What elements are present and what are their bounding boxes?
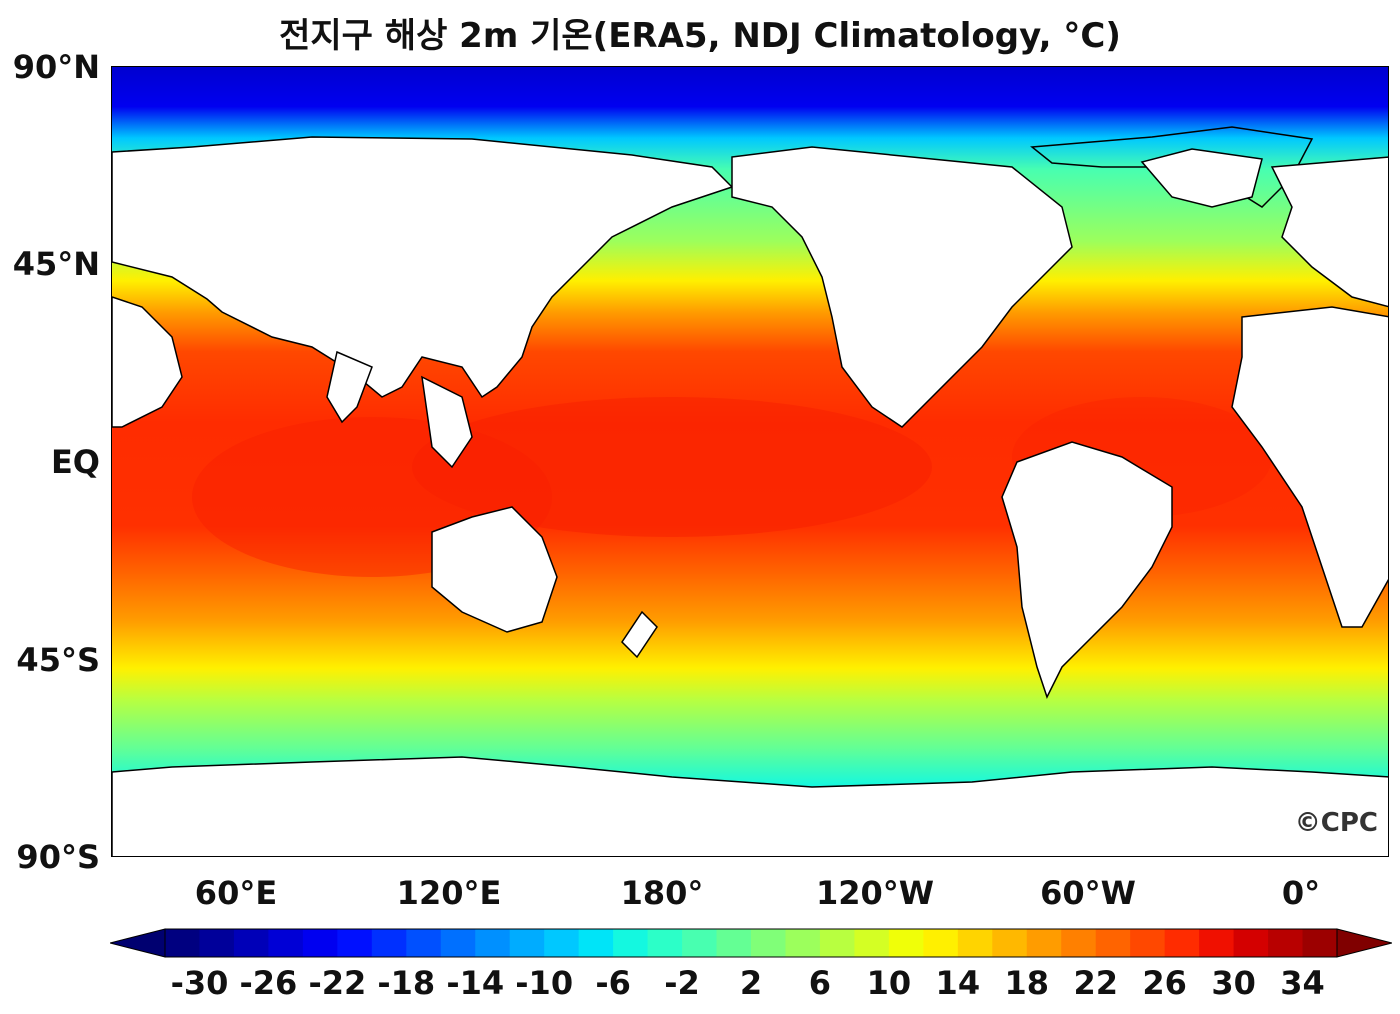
colorbar-tick-label: 6: [808, 964, 832, 1002]
colorbar-bin: [440, 929, 476, 957]
lat-label-90s: 90°S: [16, 838, 100, 876]
colorbar-tick-label: -26: [239, 964, 298, 1002]
colorbar-bin: [371, 929, 407, 957]
map-title: 전지구 해상 2m 기온(ERA5, NDJ Climatology, °C): [279, 16, 1121, 56]
colorbar-bin: [923, 929, 959, 957]
colorbar-tick-label: 10: [866, 964, 912, 1002]
colorbar-tick-label: -18: [377, 964, 436, 1002]
colorbar-tick-label: 34: [1280, 964, 1325, 1002]
land-south-america: [1001, 441, 1173, 699]
colorbar-extend-over: [1336, 928, 1392, 958]
colorbar-tick-label: -2: [664, 964, 700, 1002]
colorbar-tick-label: 30: [1211, 964, 1256, 1002]
colorbar-bin: [819, 929, 855, 957]
lon-label-60w: 60°W: [1040, 874, 1136, 912]
lat-label-45s: 45°S: [16, 641, 100, 679]
watermark: ©CPC: [1294, 808, 1378, 838]
colorbar-bin: [1199, 929, 1235, 957]
colorbar-bin: [957, 929, 993, 957]
land-greenland: [1140, 148, 1263, 208]
colorbar-bin: [1026, 929, 1062, 957]
lon-label-60e: 60°E: [194, 874, 278, 912]
colorbar-bin: [716, 929, 752, 957]
lon-label-0: 0°: [1281, 874, 1321, 912]
colorbar-bin: [854, 929, 890, 957]
colorbar-tick-label: -14: [446, 964, 505, 1002]
colorbar-bin: [1130, 929, 1166, 957]
colorbar: [110, 928, 1392, 958]
warm-pool: [412, 397, 932, 537]
colorbar-bin: [233, 929, 269, 957]
colorbar-tick-label: 2: [739, 964, 763, 1002]
colorbar-bin: [1095, 929, 1131, 957]
colorbar-bin: [751, 929, 786, 957]
colorbar-bin: [888, 929, 924, 957]
colorbar-bin: [337, 929, 373, 957]
colorbar-bin: [647, 929, 683, 957]
colorbar-tick-label: 26: [1142, 964, 1187, 1002]
temperature-map: [112, 67, 1388, 856]
land-eurasia: [112, 136, 734, 399]
land-india: [326, 350, 373, 424]
colorbar-bin: [544, 929, 580, 957]
colorbar-bin: [613, 929, 649, 957]
land-new-zealand: [621, 610, 658, 659]
lon-label-120e: 120°E: [396, 874, 502, 912]
colorbar-bin: [1233, 929, 1269, 957]
colorbar-tick-label: -10: [515, 964, 574, 1002]
colorbar-bin: [475, 929, 511, 957]
colorbar-bin: [509, 929, 545, 957]
colorbar-tick-label: 18: [1004, 964, 1050, 1002]
colorbar-tick-label: 14: [935, 964, 981, 1002]
colorbar-bin: [406, 929, 442, 957]
colorbar-extend-under: [110, 928, 166, 958]
land-north-america: [731, 146, 1073, 428]
colorbar-bin: [165, 929, 200, 957]
lat-label-eq: EQ: [50, 443, 100, 481]
colorbar-bin: [268, 929, 304, 957]
colorbar-bin: [682, 929, 718, 957]
colorbar-bin: [199, 929, 235, 957]
lon-label-180: 180°: [620, 874, 704, 912]
colorbar-bin: [1268, 929, 1304, 957]
colorbar-bin: [1061, 929, 1097, 957]
colorbar-bin: [578, 929, 614, 957]
land-africa: [1231, 306, 1388, 628]
colorbar-tick-label: -22: [308, 964, 367, 1002]
land-arctic-north-america: [1030, 126, 1314, 208]
colorbar-bin: [302, 929, 338, 957]
land-se-asia: [421, 375, 473, 469]
land-europe-west: [1270, 156, 1388, 308]
colorbar-bin: [992, 929, 1028, 957]
colorbar-tick-label: -6: [595, 964, 631, 1002]
land-antarctica: [112, 756, 1388, 856]
map-panel[interactable]: ©CPC: [111, 66, 1389, 857]
colorbar-frame: [164, 928, 1338, 958]
land-masses: [112, 126, 1388, 856]
land-australia: [431, 506, 558, 633]
lat-label-45n: 45°N: [12, 245, 100, 283]
colorbar-bin: [1302, 929, 1338, 957]
lon-label-120w: 120°W: [815, 874, 935, 912]
colorbar-tick-label: -30: [170, 964, 229, 1002]
land-arabia-africa: [112, 296, 183, 428]
lat-label-90n: 90°N: [12, 48, 100, 86]
colorbar-bin: [1164, 929, 1200, 957]
colorbar-tick-label: 22: [1073, 964, 1118, 1002]
colorbar-bin: [785, 929, 821, 957]
